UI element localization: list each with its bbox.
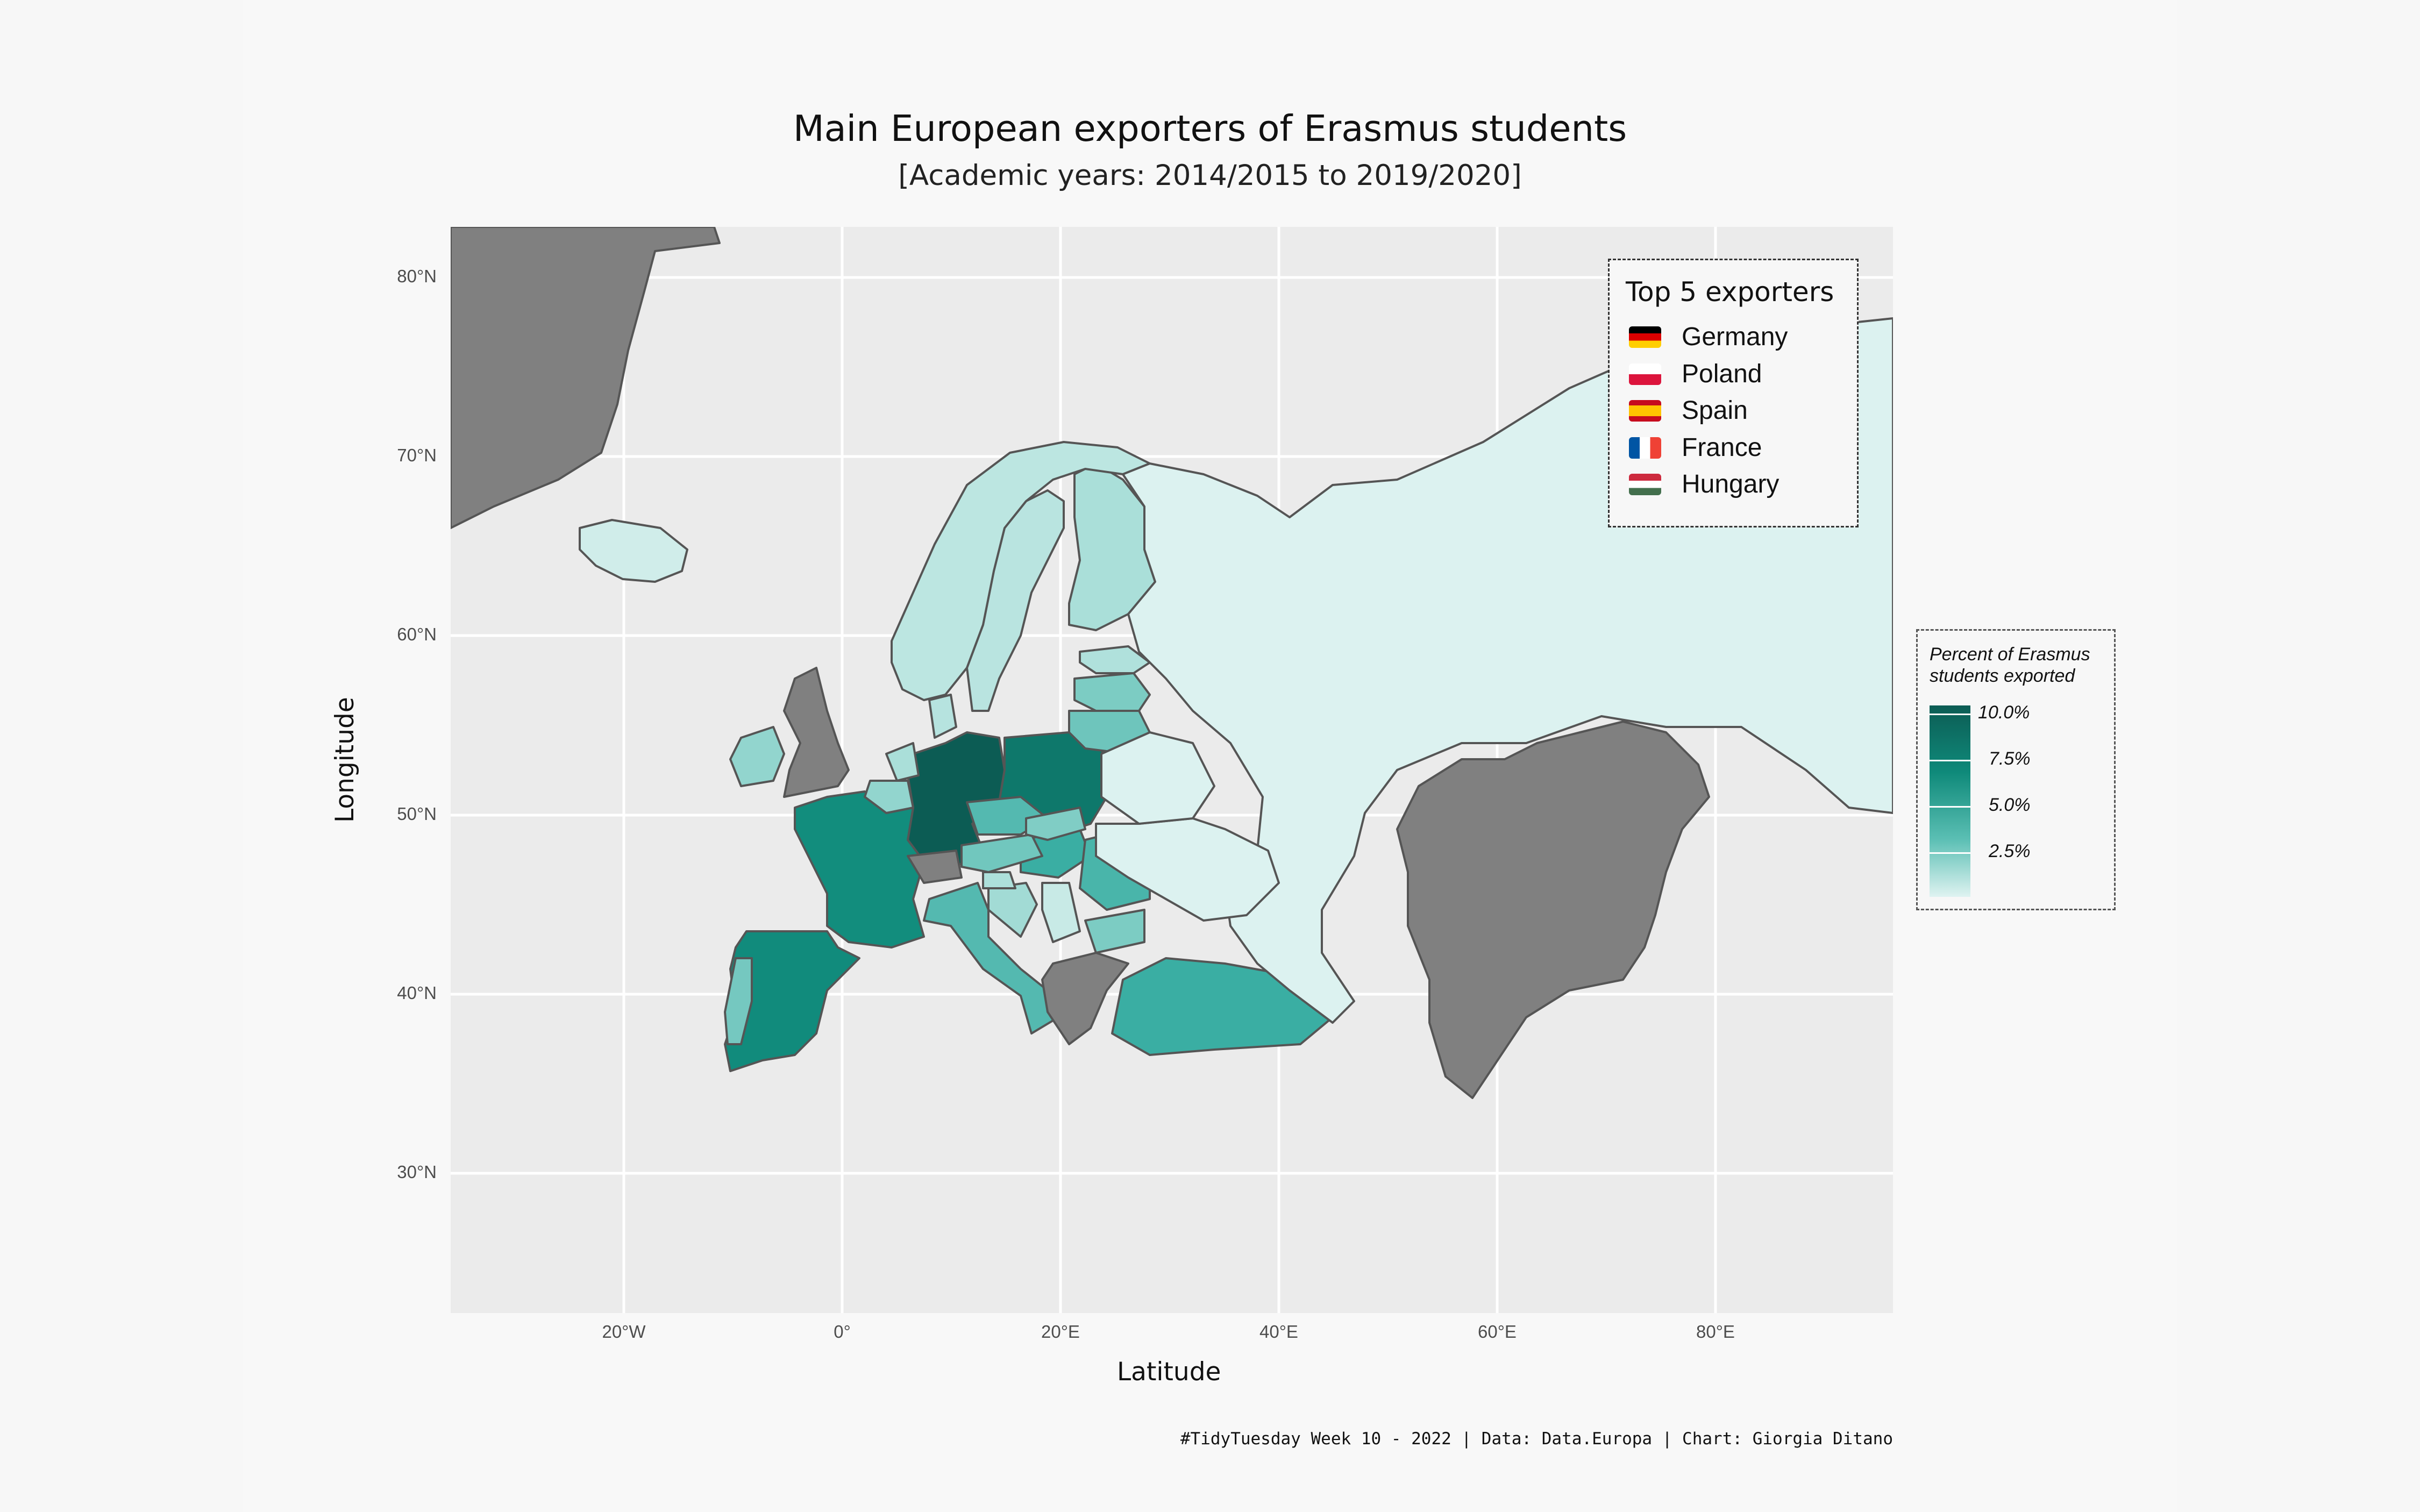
y-axis-title: Longitude	[330, 697, 360, 823]
country-kazakhstan	[1396, 721, 1710, 1099]
country-estonia	[1079, 645, 1151, 674]
exporter-name: Poland	[1682, 360, 1762, 388]
exporter-name: France	[1682, 433, 1762, 462]
country-portugal	[724, 957, 753, 1045]
exporter-row-spain: Spain	[1629, 395, 1844, 427]
x-tick-0: 0°	[834, 1322, 851, 1342]
country-austria	[960, 833, 1043, 873]
country-denmark	[928, 694, 957, 739]
exporter-row-hungary: Hungary	[1629, 468, 1844, 501]
country-iceland	[579, 519, 688, 583]
color-gradient-bar	[1930, 705, 1970, 897]
country-greenland	[451, 227, 721, 529]
gradient-tick	[1930, 760, 1970, 761]
exporter-row-france: France	[1629, 432, 1844, 464]
country-bulgaria	[1084, 909, 1145, 954]
germany-flag-icon	[1629, 326, 1661, 348]
y-tick-80n: 80°N	[397, 266, 437, 286]
exporter-row-germany: Germany	[1629, 321, 1844, 353]
exporter-name: Hungary	[1682, 470, 1780, 498]
country-belarus	[1100, 731, 1215, 825]
y-tick-40n: 40°N	[397, 983, 437, 1003]
country-serbia	[1041, 882, 1081, 943]
x-tick-60e: 60°E	[1478, 1322, 1517, 1342]
country-france	[794, 790, 925, 948]
y-tick-50n: 50°N	[397, 804, 437, 824]
color-legend-label: 7.5%	[1989, 748, 2031, 769]
color-legend-label: 10.0%	[1978, 702, 2030, 723]
country-latvia	[1073, 672, 1151, 712]
chart-title: Main European exporters of Erasmus stude…	[793, 108, 1627, 149]
gradient-tick	[1930, 714, 1970, 715]
country-netherlands	[885, 742, 920, 782]
country-greece	[1041, 952, 1129, 1045]
x-tick-20e: 20°E	[1041, 1322, 1080, 1342]
france-flag-icon	[1629, 437, 1661, 459]
color-scale-legend: Percent of Erasmus students exported 10.…	[1916, 629, 2116, 910]
country-norway	[891, 441, 1151, 701]
hungary-flag-icon	[1629, 474, 1661, 495]
chart-subtitle: [Academic years: 2014/2015 to 2019/2020]	[898, 159, 1522, 192]
gradient-tick	[1930, 806, 1970, 808]
y-tick-60n: 60°N	[397, 624, 437, 644]
top-exporters-legend: Top 5 exporters Germany Poland Spain Fra…	[1608, 259, 1859, 527]
exporter-name: Germany	[1682, 323, 1788, 351]
chart-caption: #TidyTuesday Week 10 - 2022 | Data: Data…	[1180, 1429, 1893, 1449]
gradient-tick	[1930, 852, 1970, 854]
y-tick-70n: 70°N	[397, 445, 437, 465]
spain-flag-icon	[1629, 400, 1661, 422]
x-axis-title: Latitude	[1117, 1357, 1221, 1387]
country-united-kingdom	[783, 667, 850, 798]
country-croatia	[987, 882, 1038, 938]
poland-flag-icon	[1629, 363, 1661, 385]
exporter-row-poland: Poland	[1629, 358, 1844, 390]
x-tick-20w: 20°W	[602, 1322, 646, 1342]
x-tick-80e: 80°E	[1696, 1322, 1735, 1342]
exporter-name: Spain	[1682, 396, 1748, 425]
color-legend-label: 5.0%	[1989, 795, 2031, 815]
country-switzerland	[907, 850, 963, 884]
country-belgium	[864, 780, 914, 814]
color-legend-label: 2.5%	[1989, 841, 2031, 861]
top-exporters-title: Top 5 exporters	[1626, 276, 1834, 308]
country-ireland	[729, 726, 785, 787]
color-legend-title: Percent of Erasmus students exported	[1930, 644, 2090, 686]
country-slovenia	[982, 871, 1016, 889]
x-tick-40e: 40°E	[1259, 1322, 1298, 1342]
y-tick-30n: 30°N	[397, 1162, 437, 1182]
country-slovakia	[1025, 807, 1086, 841]
